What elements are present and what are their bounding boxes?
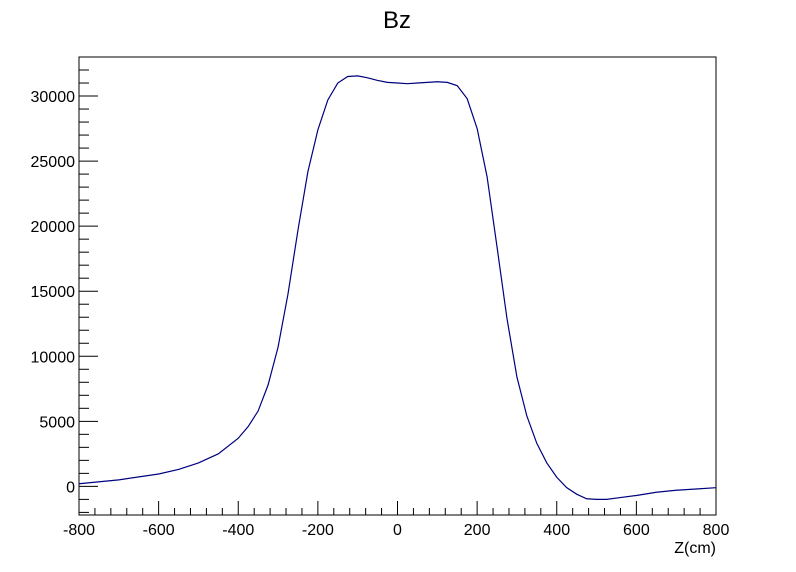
x-tick-label: 800	[703, 522, 730, 539]
x-tick-label: -400	[222, 522, 254, 539]
y-tick-label: 0	[66, 479, 75, 496]
x-tick-label: -600	[143, 522, 175, 539]
chart-title: Bz	[383, 7, 411, 34]
series-line	[78, 75, 717, 500]
y-tick-label: 30000	[31, 89, 76, 106]
y-tick-label: 15000	[31, 284, 76, 301]
x-tick-labels: -800 -600 -400 -200 0 200 400 600 800	[63, 522, 729, 539]
y-tick-label: 10000	[31, 349, 76, 366]
y-tick-label: 5000	[39, 414, 75, 431]
x-tick-label: 400	[543, 522, 570, 539]
x-tick-label: 0	[393, 522, 402, 539]
x-tick-label: -800	[63, 522, 95, 539]
y-tick-label: 20000	[31, 219, 76, 236]
x-tick-label: 200	[464, 522, 491, 539]
axis-ticks	[78, 56, 717, 515]
x-tick-label: -200	[302, 522, 334, 539]
y-tick-label: 25000	[31, 154, 76, 171]
y-tick-labels: 0 5000 10000 15000 20000 25000 30000	[31, 89, 76, 496]
x-axis-title: Z(cm)	[674, 540, 716, 557]
x-tick-label: 600	[623, 522, 650, 539]
plot-frame	[78, 56, 717, 516]
